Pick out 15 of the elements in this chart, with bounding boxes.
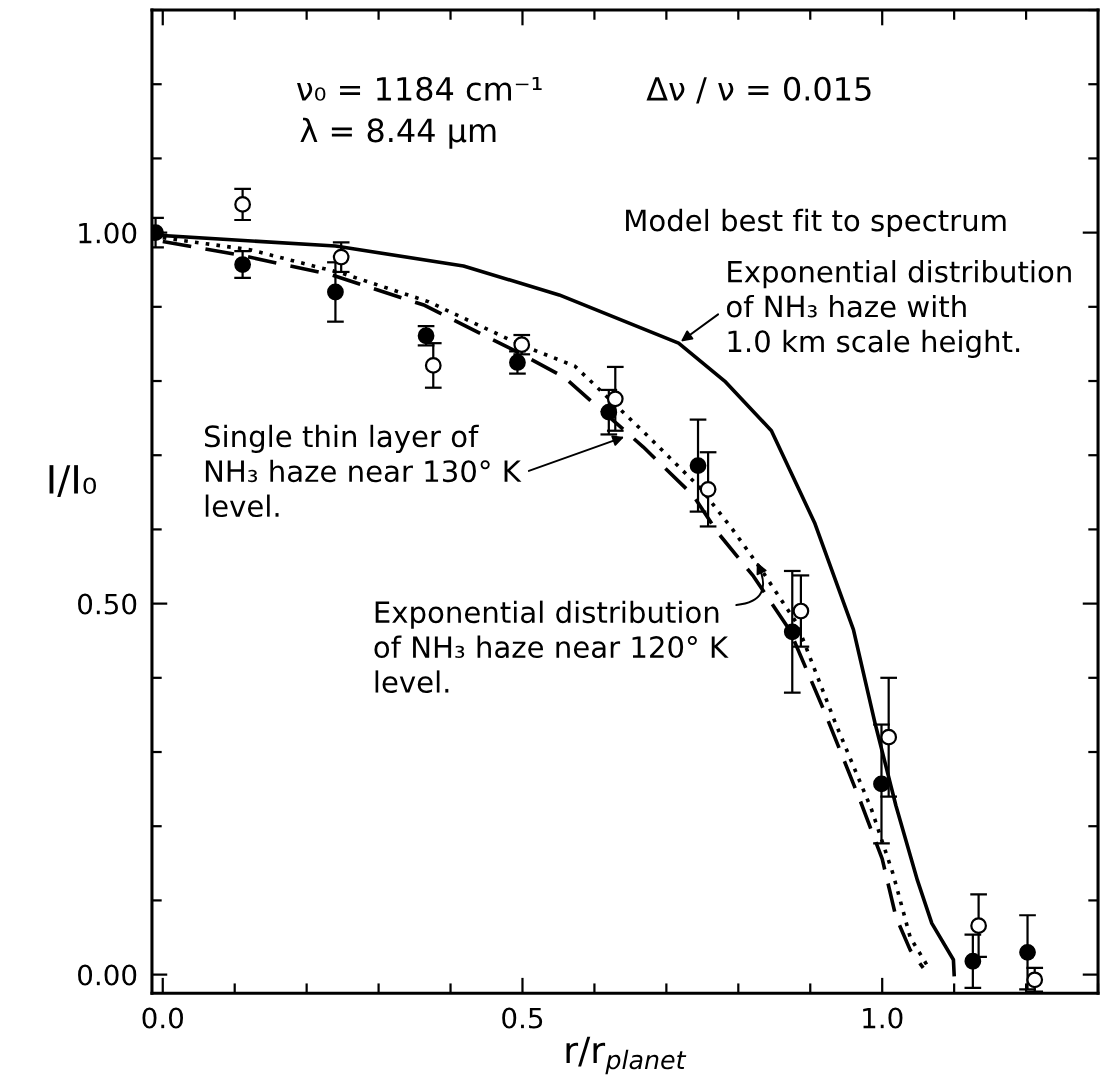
x-tick-label: 1.0 <box>863 1007 903 1029</box>
x-axis-title: r/r$_{planet}$ <box>566 1036 687 1075</box>
y-tick-label: 0.00 <box>78 964 137 986</box>
annotation: Exponential distribution of NH₃ haze with 1.0 km scale height. <box>726 260 1071 359</box>
y-axis-title: I/I₀ <box>49 465 97 498</box>
x-tick-label: 0.0 <box>142 1007 183 1029</box>
annotation: Single thin layer of NH₃ haze near 130° K level. <box>204 424 522 518</box>
y-tick-label: 0.50 <box>78 593 137 615</box>
x-tick-label: 0.5 <box>502 1007 543 1029</box>
annotation: Model best fit to spectrum <box>626 208 1006 238</box>
y-tick-label: 1.00 <box>79 222 137 244</box>
annotation: Δν / ν = 0.015 <box>646 76 871 104</box>
annotation: ν₀ = 1184 cm⁻¹ <box>297 76 542 101</box>
annotation: λ = 8.44 μm <box>300 117 496 149</box>
annotation: Exponential distribution of NH₃ haze near 120° K level. <box>374 600 729 693</box>
